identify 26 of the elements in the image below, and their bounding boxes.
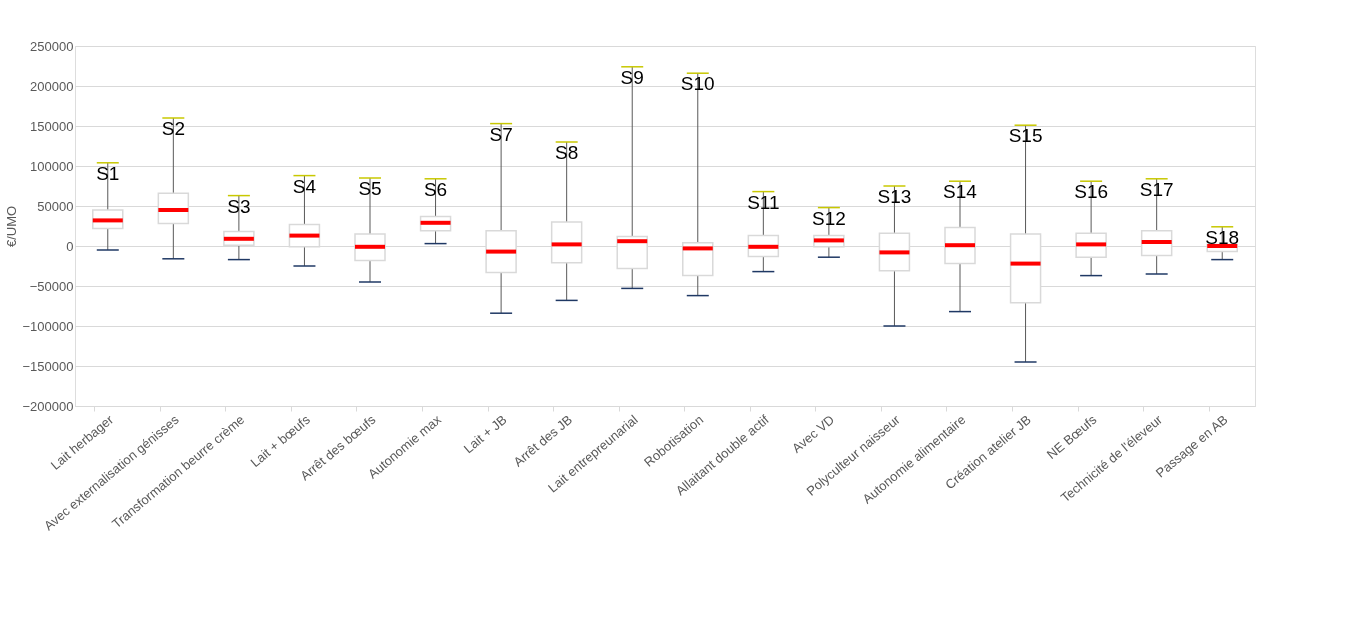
annotation: S18 [1205,226,1240,248]
y-tick-label: 250000 [30,38,74,54]
y-axis-title: €/UMO [3,205,19,248]
annotation: S8 [555,142,579,163]
annotation: S10 [680,73,715,95]
annotation: S5 [358,178,382,199]
y-tick-label: 0 [66,238,74,254]
x-tick-label: Lait + JB [460,411,510,457]
annotation: S12 [811,207,846,229]
y-tick-label: 100000 [30,158,74,174]
y-tick-label: −150000 [22,358,74,374]
y-tick-label: −200000 [22,398,74,414]
annotation: S17 [1139,178,1174,200]
annotation: S1 [96,162,120,184]
annotation: S14 [943,181,978,203]
y-tick-label: −50000 [29,278,74,294]
annotation: S16 [1074,181,1109,203]
y-tick-label: −100000 [22,318,74,334]
y-tick-label: 150000 [30,118,74,134]
annotation: S3 [227,195,251,217]
y-tick-label: 50000 [37,198,74,214]
annotation: S2 [161,118,185,139]
annotation: S7 [489,123,513,145]
annotation: S11 [747,191,780,213]
y-tick-label: 200000 [30,78,74,94]
annotation: S9 [620,66,644,88]
